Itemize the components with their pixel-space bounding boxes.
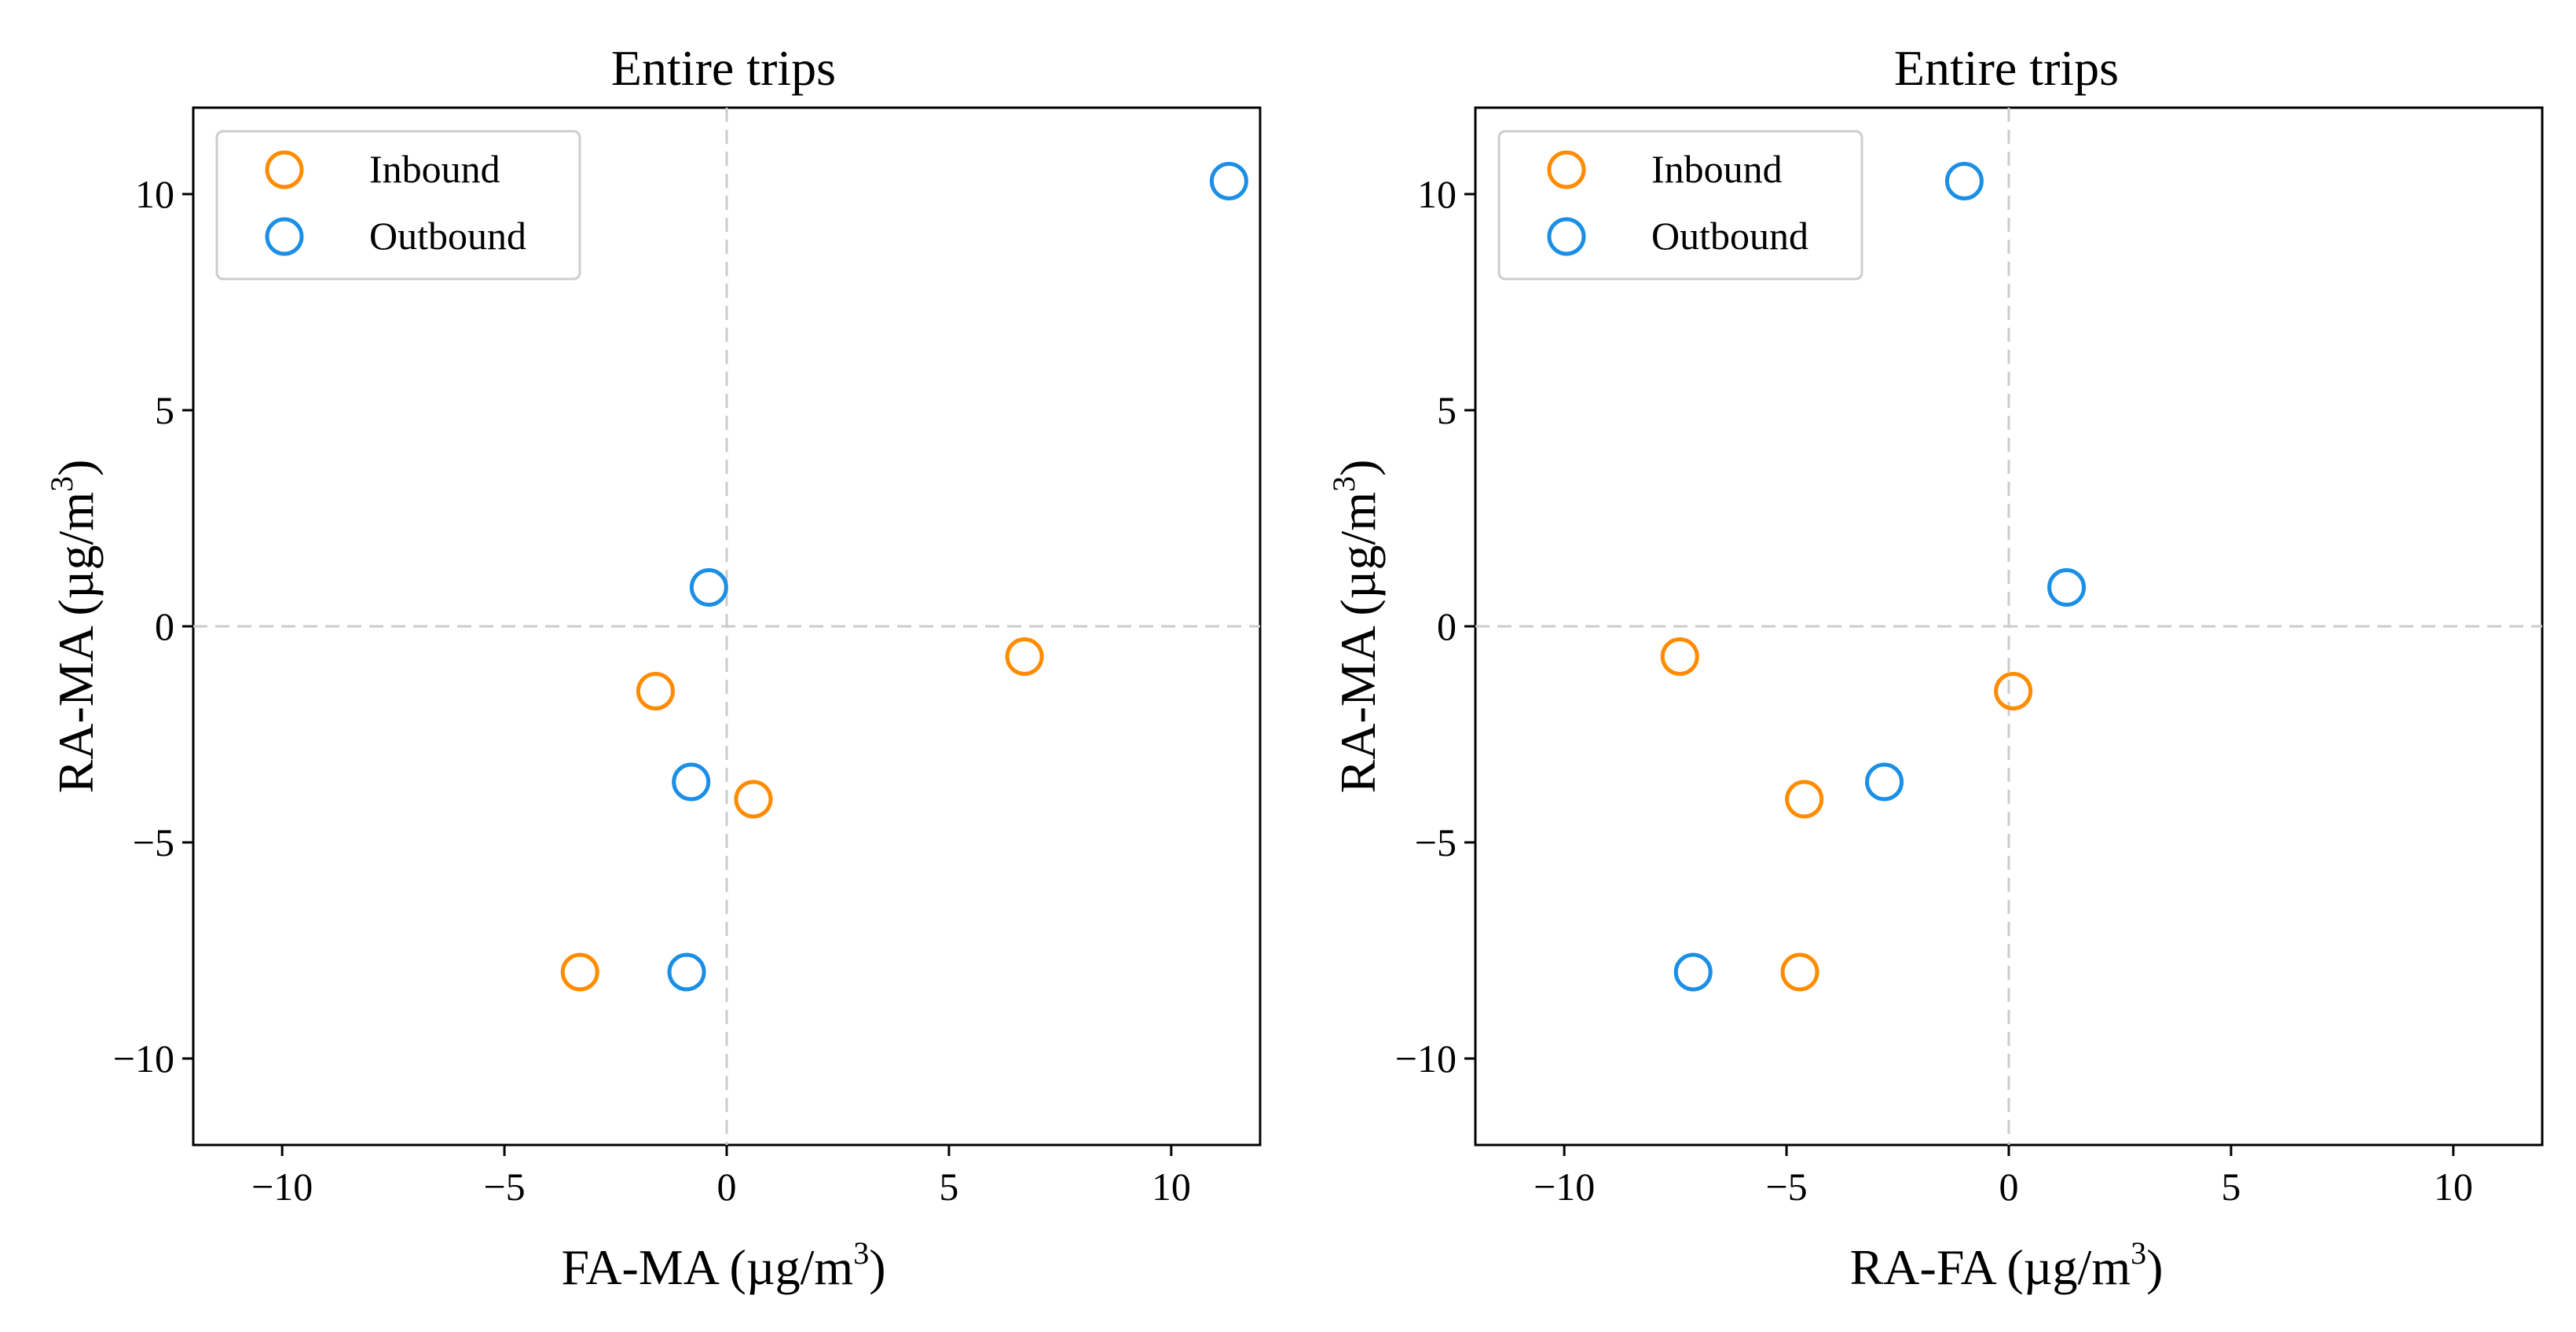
right-legend-inbound-label: Inbound xyxy=(1651,147,1783,191)
left-y-tick-label: 0 xyxy=(155,604,174,648)
right-inbound-point xyxy=(1660,637,1699,676)
left-inbound-point xyxy=(734,780,773,819)
left-outbound-point xyxy=(672,762,711,802)
left-legend: Inbound Outbound xyxy=(215,130,581,281)
right-y-ticks: −10 −5 0 5 10 xyxy=(1395,172,1475,1081)
left-data-points xyxy=(560,162,1248,992)
right-legend: Inbound Outbound xyxy=(1497,130,1863,281)
right-x-axis-label: RA-FA (µg/m3) xyxy=(1850,1235,2164,1295)
left-inbound-point xyxy=(1005,637,1044,676)
left-chart-title: Entire trips xyxy=(611,40,836,96)
right-x-tick-label: 0 xyxy=(1999,1165,2019,1209)
right-inbound-point xyxy=(1994,672,2033,710)
left-legend-box xyxy=(215,130,581,281)
right-inbound-point xyxy=(1780,952,1819,992)
right-y-tick-label: −5 xyxy=(1415,820,1457,864)
right-legend-outbound-marker xyxy=(1547,217,1586,256)
right-x-tick-label: 5 xyxy=(2221,1165,2241,1209)
left-x-ticks: −10 −5 0 5 10 xyxy=(251,1145,1191,1209)
right-y-tick-label: 5 xyxy=(1437,388,1457,432)
left-x-tick-label: −10 xyxy=(251,1165,313,1209)
right-x-tick-label: −5 xyxy=(1765,1165,1807,1209)
right-y-tick-label: −10 xyxy=(1395,1037,1457,1081)
left-outbound-point xyxy=(1209,162,1248,200)
left-x-tick-label: 5 xyxy=(939,1165,958,1209)
right-inbound-point xyxy=(1785,780,1824,819)
left-legend-outbound-marker xyxy=(265,217,304,256)
right-y-tick-label: 10 xyxy=(1417,172,1457,216)
left-y-tick-label: −10 xyxy=(113,1037,174,1081)
left-outbound-point xyxy=(667,952,706,992)
right-y-tick-label: 0 xyxy=(1437,604,1457,648)
left-outbound-point xyxy=(689,568,728,607)
right-scatter-chart: Entire trips −10 −5 0 5 10 −10 −5 0 5 10 RA-FA (… xyxy=(1326,40,2544,1295)
right-outbound-point xyxy=(1865,762,1904,802)
right-legend-outbound-label: Outbound xyxy=(1651,214,1808,258)
right-outbound-point xyxy=(1944,162,1984,200)
right-x-ticks: −10 −5 0 5 10 xyxy=(1534,1145,2473,1209)
right-legend-box xyxy=(1497,130,1863,281)
left-y-tick-label: 10 xyxy=(135,172,174,216)
left-legend-inbound-label: Inbound xyxy=(369,147,500,191)
left-y-ticks: −10 −5 0 5 10 xyxy=(113,172,193,1081)
left-x-tick-label: 0 xyxy=(717,1165,737,1209)
left-reference-lines xyxy=(193,108,1260,1145)
left-scatter-chart: Entire trips −10 −5 0 5 10 −10 −5 0 5 10 FA-MA (… xyxy=(44,40,1262,1295)
right-y-axis-label: RA-MA (µg/m3) xyxy=(1326,460,1386,794)
right-data-points xyxy=(1660,162,2087,992)
left-y-axis-label: RA-MA (µg/m3) xyxy=(44,460,104,794)
left-x-tick-label: −5 xyxy=(483,1165,525,1209)
right-outbound-point xyxy=(1673,952,1713,992)
left-y-tick-label: −5 xyxy=(133,820,174,864)
left-y-tick-label: 5 xyxy=(155,388,174,432)
left-legend-inbound-marker xyxy=(265,150,304,189)
right-x-tick-label: −10 xyxy=(1534,1165,1595,1209)
right-x-tick-label: 10 xyxy=(2434,1165,2473,1209)
left-legend-outbound-label: Outbound xyxy=(369,214,526,258)
left-inbound-point xyxy=(636,672,675,710)
left-x-axis-label: FA-MA (µg/m3) xyxy=(561,1235,885,1295)
right-outbound-point xyxy=(2047,568,2087,607)
right-chart-title: Entire trips xyxy=(1894,40,2119,96)
right-legend-inbound-marker xyxy=(1547,150,1586,189)
left-x-tick-label: 10 xyxy=(1152,1165,1191,1209)
left-inbound-point xyxy=(560,952,599,992)
right-reference-lines xyxy=(1475,108,2542,1145)
